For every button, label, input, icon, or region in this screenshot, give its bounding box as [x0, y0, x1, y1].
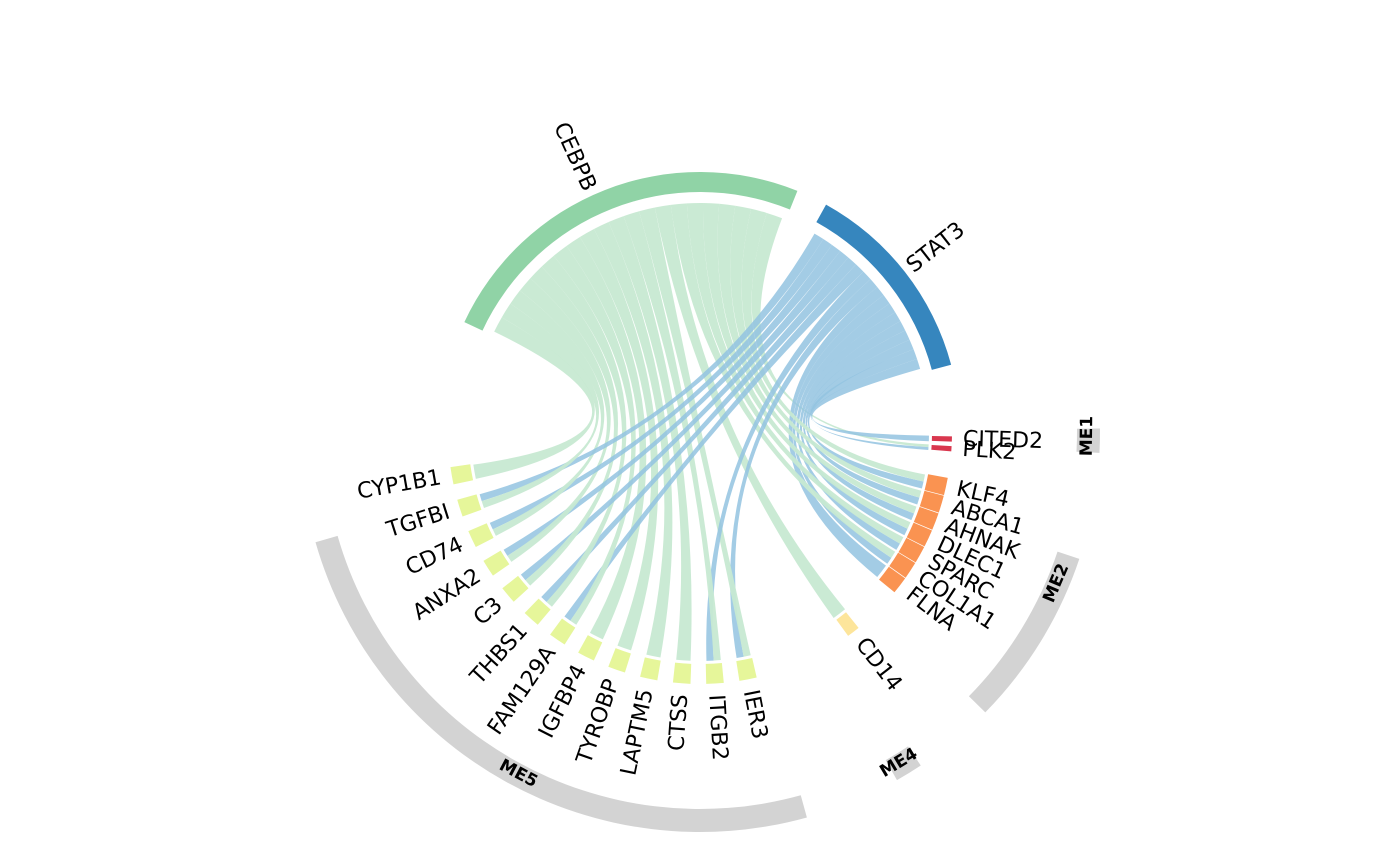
node-label-c3: C3: [469, 593, 508, 631]
ribbon-cebpb-anxa2: [507, 278, 611, 562]
node-arc-ier3: [736, 658, 757, 681]
node-arc-layer: [450, 171, 952, 684]
node-arc-klf4: [924, 474, 948, 496]
ribbon-stat3-cited2: [811, 359, 929, 442]
node-arc-sparc: [898, 537, 925, 563]
ribbon-cebpb-tgfbi: [481, 303, 600, 508]
ribbon-cebpb-cd74: [492, 290, 605, 536]
ribbon-cebpb-laptm5: [594, 222, 673, 658]
node-arc-ahnak: [913, 506, 939, 530]
node-arc-laptm5: [640, 657, 661, 681]
source-arc-stat3: [816, 204, 952, 370]
node-arc-abca1: [919, 490, 944, 513]
node-label-laptm5: LAPTM5: [616, 687, 658, 778]
node-arc-ctss: [672, 662, 692, 684]
ribbon-cebpb-plk2: [751, 212, 929, 448]
node-label-plk2: PLK2: [962, 437, 1017, 466]
ribbon-stat3-itgb2: [706, 271, 871, 661]
node-arc-dlec1: [906, 522, 932, 547]
ribbon-stat3-plk2: [810, 349, 929, 450]
node-arc-cyp1b1: [450, 464, 474, 485]
node-arc-col1a1: [889, 552, 916, 578]
group-ring-me1: [1076, 428, 1100, 453]
ribbon-cebpb-c3: [525, 266, 619, 586]
ribbon-stat3-ahnak: [802, 321, 915, 521]
ribbon-cebpb-fam129a: [553, 245, 636, 625]
node-arc-anxa2: [483, 550, 510, 576]
node-arc-plk2: [931, 444, 952, 452]
node-arc-cd74: [468, 523, 494, 548]
node-arc-fam129a: [550, 618, 576, 645]
source-arc-cebpb: [464, 171, 798, 331]
node-arc-c3: [502, 575, 529, 602]
node-arc-itgb2: [705, 662, 724, 684]
node-label-ctss: CTSS: [664, 693, 693, 751]
node-label-ier3: IER3: [738, 688, 772, 742]
ribbon-cebpb-igfbp4: [566, 236, 647, 640]
ribbon-cebpb-itgb2: [623, 211, 721, 661]
node-arc-igfbp4: [578, 635, 603, 661]
ribbon-stat3-klf4: [807, 339, 924, 489]
node-arc-flna: [879, 566, 906, 593]
ribbon-cebpb-thbs1: [541, 255, 627, 607]
source-label-cebpb: CEBPB: [548, 119, 601, 196]
group-ring-layer: [315, 428, 1100, 832]
ribbon-stat3-ier3: [730, 279, 878, 659]
group-ring-me2: [968, 551, 1080, 713]
ribbon-stat3-c3: [520, 250, 849, 581]
node-arc-cited2: [931, 436, 952, 442]
node-label-tgfbi: TGFBI: [383, 500, 453, 544]
node-arc-thbs1: [524, 598, 551, 625]
group-label-me1: ME1: [1077, 416, 1097, 457]
node-label-itgb2: ITGB2: [703, 694, 732, 761]
group-ring-me4: [885, 746, 921, 781]
group-ring-me5: [315, 535, 807, 832]
source-label-stat3: STAT3: [902, 217, 970, 278]
ribbon-cebpb-tyrobp: [579, 229, 659, 651]
node-arc-cd14: [836, 612, 859, 636]
node-label-cd14: CD14: [850, 633, 907, 696]
ribbon-layer: [473, 203, 929, 661]
ribbon-cebpb-ier3: [639, 207, 751, 657]
ribbon-cebpb-cyp1b1: [473, 317, 595, 479]
node-label-cited2: CITED2: [963, 427, 1044, 454]
ribbon-cebpb-cd14: [654, 204, 846, 618]
node-arc-tyrobp: [608, 648, 631, 673]
ribbon-stat3-thbs1: [541, 257, 857, 602]
ribbon-stat3-flna: [788, 286, 886, 578]
node-label-cyp1b1: CYP1B1: [355, 465, 443, 504]
ribbon-cebpb-klf4: [741, 208, 926, 482]
node-arc-tgfbi: [457, 494, 482, 517]
